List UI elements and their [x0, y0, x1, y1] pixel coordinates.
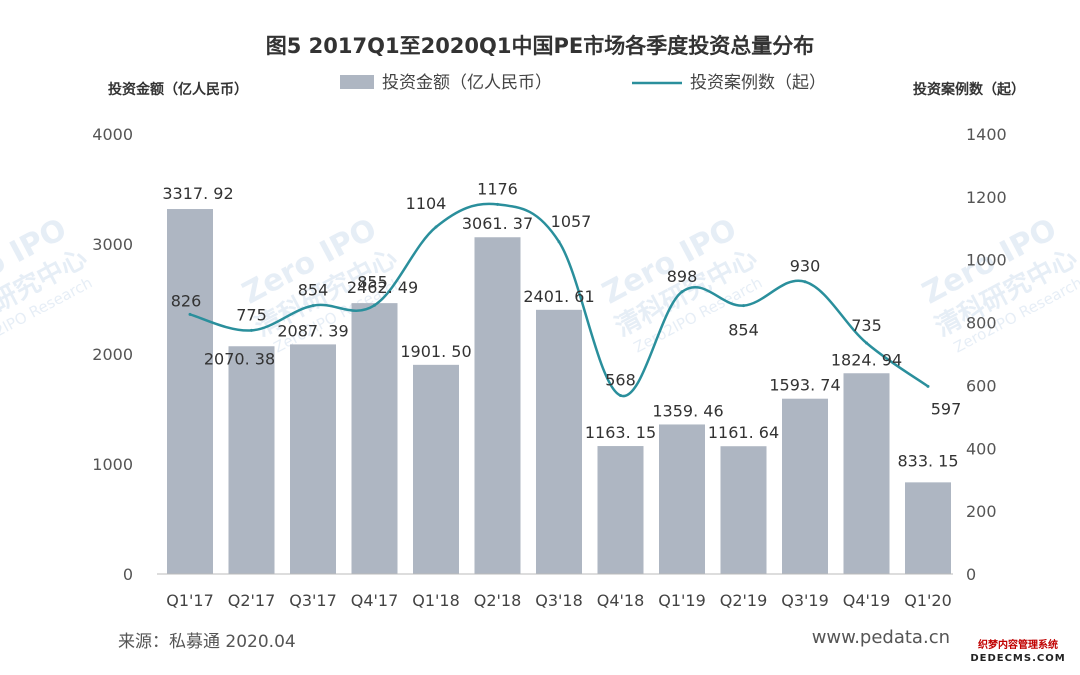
left-tick-label: 4000	[92, 125, 133, 144]
legend-bar-swatch	[340, 75, 374, 89]
bar-value-label: 2462. 49	[347, 278, 418, 297]
bar-value-label: 2401. 61	[523, 287, 594, 306]
line-point	[373, 303, 376, 307]
line-value-label: 930	[790, 257, 821, 276]
bar	[413, 364, 459, 574]
line-value-label: 854	[728, 321, 759, 340]
line-value-label: 735	[851, 316, 882, 335]
bar	[659, 424, 705, 574]
bar	[351, 303, 398, 574]
line-point	[619, 393, 622, 397]
x-tick-label: Q2'19	[720, 591, 768, 610]
right-tick-label: 1000	[966, 251, 1007, 270]
left-tick-label: 1000	[92, 455, 133, 474]
x-tick-label: Q3'17	[289, 591, 337, 610]
bar	[905, 482, 951, 574]
bar-value-label: 1163. 15	[585, 423, 656, 442]
bar	[536, 309, 582, 574]
line-value-label: 568	[605, 370, 636, 389]
right-axis-label: 投资案例数（起）	[913, 81, 1025, 98]
x-tick-label: Q1'19	[658, 591, 706, 610]
x-tick-label: Q2'18	[474, 591, 522, 610]
x-tick-label: Q2'17	[228, 591, 276, 610]
line-value-label: 826	[171, 291, 202, 310]
left-axis-label: 投资金额（亿人民币）	[108, 81, 248, 98]
line-value-label: 898	[667, 267, 698, 286]
right-tick-label: 1400	[966, 125, 1007, 144]
bar-value-label: 3061. 37	[462, 214, 533, 233]
line-point	[742, 304, 745, 308]
left-tick-label: 3000	[92, 235, 133, 254]
bar-value-label: 2087. 39	[277, 321, 348, 340]
line-value-label: 597	[931, 399, 962, 418]
bar-value-label: 1901. 50	[400, 342, 471, 361]
bar-value-label: 1161. 64	[708, 423, 779, 442]
bar-value-label: 833. 15	[897, 451, 958, 470]
x-tick-label: Q3'19	[781, 591, 829, 610]
bar	[597, 446, 644, 574]
bar-value-label: 3317. 92	[162, 184, 233, 203]
bar	[720, 446, 767, 574]
source-note: 来源：私募通 2020.04	[118, 632, 296, 652]
x-tick-label: Q1'18	[412, 591, 460, 610]
chart-title: 图5 2017Q1至2020Q1中国PE市场各季度投资总量分布	[266, 34, 814, 58]
legend: 投资金额（亿人民币） 投资案例数（起）	[340, 73, 826, 93]
stamp-line-2: DEDECMS.COM	[970, 653, 1066, 664]
right-tick-label: 400	[966, 439, 997, 458]
x-tick-label: Q4'18	[597, 591, 645, 610]
left-tick-label: 2000	[92, 345, 133, 364]
bar	[843, 373, 890, 574]
x-tick-label: Q1'20	[904, 591, 952, 610]
line-point	[803, 280, 807, 284]
line-point	[434, 225, 438, 229]
bar-value-label: 1824. 94	[831, 350, 902, 369]
line-point	[865, 341, 868, 345]
right-tick-label: 0	[966, 565, 976, 584]
line-point	[557, 240, 561, 244]
line-value-label: 855	[357, 272, 388, 291]
legend-bar-label: 投资金额（亿人民币）	[382, 73, 552, 93]
plot-area: 0 1000 2000 3000 4000 0 200 400 600 800 1000 1200 14…	[92, 125, 1006, 610]
left-tick-label: 0	[123, 565, 133, 584]
line-value-label: 854	[298, 281, 329, 300]
x-tick-label: Q3'18	[535, 591, 583, 610]
x-tick-label: Q1'17	[166, 591, 214, 610]
line-point	[250, 328, 253, 332]
line-value-label: 1176	[477, 179, 518, 198]
bar	[290, 344, 336, 574]
right-tick-label: 600	[966, 376, 997, 395]
legend-line-label: 投资案例数（起）	[690, 73, 826, 93]
right-tick-label: 1200	[966, 188, 1007, 207]
corner-stamp: 织梦内容管理系统 DEDECMS.COM	[964, 639, 1072, 665]
right-tick-label: 800	[966, 314, 997, 333]
stamp-line-1: 织梦内容管理系统	[978, 640, 1058, 651]
bar-value-label: 2070. 38	[204, 349, 275, 368]
line-point	[680, 290, 684, 294]
bar	[474, 237, 521, 574]
line-point	[311, 304, 315, 308]
website-url: www.pedata.cn	[811, 627, 950, 648]
line-value-label: 1104	[406, 194, 447, 213]
bar	[167, 209, 213, 574]
right-tick-label: 200	[966, 502, 997, 521]
line-value-label: 1057	[551, 212, 592, 231]
line-point	[496, 202, 499, 206]
x-tick-label: Q4'19	[843, 591, 891, 610]
line-point	[188, 312, 192, 316]
bar	[228, 346, 275, 574]
bar	[782, 398, 828, 574]
bar-value-label: 1593. 74	[769, 376, 840, 395]
line-point	[926, 384, 930, 388]
bar-value-label: 1359. 46	[652, 401, 723, 420]
line-value-label: 775	[236, 305, 267, 324]
x-tick-label: Q4'17	[351, 591, 399, 610]
